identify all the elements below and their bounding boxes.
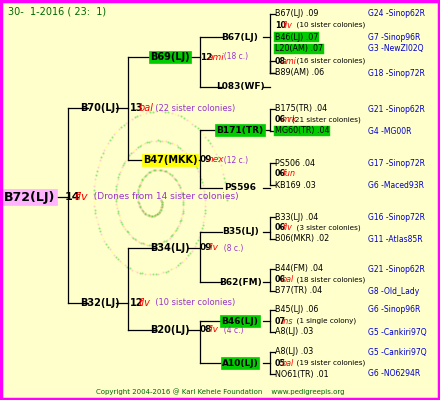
Text: B72(LJ): B72(LJ) bbox=[4, 190, 56, 204]
Text: G16 -Sinop72R: G16 -Sinop72R bbox=[368, 212, 425, 222]
Text: B70(LJ): B70(LJ) bbox=[80, 103, 120, 113]
Text: B46(LJ): B46(LJ) bbox=[222, 316, 258, 326]
Text: (4 c.): (4 c.) bbox=[219, 326, 243, 334]
Text: 06: 06 bbox=[275, 224, 286, 232]
Text: B32(LJ): B32(LJ) bbox=[80, 298, 120, 308]
Text: 14: 14 bbox=[65, 192, 81, 202]
Text: ins: ins bbox=[282, 316, 293, 326]
Text: PS596: PS596 bbox=[224, 184, 256, 192]
Text: PS506 .04: PS506 .04 bbox=[275, 158, 315, 168]
Text: (12 c.): (12 c.) bbox=[219, 156, 248, 164]
Text: G6 -NO6294R: G6 -NO6294R bbox=[368, 370, 420, 378]
Text: G5 -Cankiri97Q: G5 -Cankiri97Q bbox=[368, 348, 427, 356]
Text: 06: 06 bbox=[275, 116, 286, 124]
Text: mrk: mrk bbox=[282, 116, 297, 124]
Text: fun: fun bbox=[282, 170, 295, 178]
Text: flv: flv bbox=[208, 326, 219, 334]
Text: 12: 12 bbox=[130, 298, 143, 308]
Text: G21 -Sinop62R: G21 -Sinop62R bbox=[368, 104, 425, 114]
Text: G6 -Maced93R: G6 -Maced93R bbox=[368, 180, 424, 190]
Text: MG60(TR) .04: MG60(TR) .04 bbox=[275, 126, 330, 136]
Text: 09: 09 bbox=[200, 244, 213, 252]
Text: flv: flv bbox=[282, 20, 292, 30]
Text: 07: 07 bbox=[275, 316, 286, 326]
Text: (18 sister colonies): (18 sister colonies) bbox=[292, 277, 365, 283]
Text: L083(WF): L083(WF) bbox=[216, 82, 264, 92]
Text: (22 sister colonies): (22 sister colonies) bbox=[150, 104, 235, 112]
Text: NO61(TR) .01: NO61(TR) .01 bbox=[275, 370, 329, 378]
Text: bal: bal bbox=[282, 358, 294, 368]
Text: G4 -MG00R: G4 -MG00R bbox=[368, 126, 411, 136]
Text: B171(TR): B171(TR) bbox=[216, 126, 264, 134]
Text: B06(MKR) .02: B06(MKR) .02 bbox=[275, 234, 329, 244]
Text: (8 c.): (8 c.) bbox=[219, 244, 243, 252]
Text: B33(LJ) .04: B33(LJ) .04 bbox=[275, 212, 318, 222]
Text: (10 sister colonies): (10 sister colonies) bbox=[150, 298, 235, 308]
Text: A8(LJ) .03: A8(LJ) .03 bbox=[275, 348, 313, 356]
Text: ami: ami bbox=[208, 52, 224, 62]
Text: B34(LJ): B34(LJ) bbox=[150, 243, 190, 253]
Text: 12: 12 bbox=[200, 52, 213, 62]
Text: flv: flv bbox=[74, 192, 88, 202]
Text: G5 -Cankiri97Q: G5 -Cankiri97Q bbox=[368, 328, 427, 336]
Text: 08: 08 bbox=[275, 56, 286, 66]
Text: G6 -Sinop96R: G6 -Sinop96R bbox=[368, 306, 420, 314]
Text: 13: 13 bbox=[130, 103, 143, 113]
Text: G17 -Sinop72R: G17 -Sinop72R bbox=[368, 158, 425, 168]
Text: Copyright 2004-2016 @ Karl Kehele Foundation    www.pedigreepis.org: Copyright 2004-2016 @ Karl Kehele Founda… bbox=[96, 389, 344, 395]
Text: KB169 .03: KB169 .03 bbox=[275, 180, 316, 190]
Text: ami: ami bbox=[282, 56, 297, 66]
Text: 10: 10 bbox=[275, 20, 286, 30]
Text: B77(TR) .04: B77(TR) .04 bbox=[275, 286, 322, 296]
Text: B175(TR) .04: B175(TR) .04 bbox=[275, 104, 327, 114]
Text: (3 sister colonies): (3 sister colonies) bbox=[292, 225, 361, 231]
Text: G7 -Sinop96R: G7 -Sinop96R bbox=[368, 32, 420, 42]
Text: 06: 06 bbox=[275, 276, 286, 284]
Text: B46(LJ) .07: B46(LJ) .07 bbox=[275, 32, 319, 42]
Text: (21 sister colonies): (21 sister colonies) bbox=[292, 117, 361, 123]
Text: B47(MKK): B47(MKK) bbox=[143, 155, 197, 165]
Text: 05: 05 bbox=[275, 358, 286, 368]
Text: G21 -Sinop62R: G21 -Sinop62R bbox=[368, 264, 425, 274]
Text: B44(FM) .04: B44(FM) .04 bbox=[275, 264, 323, 274]
Text: nex: nex bbox=[208, 156, 224, 164]
Text: A8(LJ) .03: A8(LJ) .03 bbox=[275, 328, 313, 336]
Text: (Drones from 14 sister colonies): (Drones from 14 sister colonies) bbox=[88, 192, 238, 202]
Text: L20(AM) .07: L20(AM) .07 bbox=[275, 44, 323, 54]
Text: G3 -NewZl02Q: G3 -NewZl02Q bbox=[368, 44, 423, 54]
Text: (19 sister colonies): (19 sister colonies) bbox=[292, 360, 365, 366]
Text: G11 -Atlas85R: G11 -Atlas85R bbox=[368, 234, 423, 244]
Text: (18 c.): (18 c.) bbox=[219, 52, 248, 62]
Text: (1 single colony): (1 single colony) bbox=[292, 318, 356, 324]
Text: 09: 09 bbox=[200, 156, 213, 164]
Text: B67(LJ) .09: B67(LJ) .09 bbox=[275, 10, 319, 18]
Text: A10(LJ): A10(LJ) bbox=[222, 358, 258, 368]
Text: 08: 08 bbox=[200, 326, 213, 334]
Text: bal: bal bbox=[138, 103, 153, 113]
Text: B69(LJ): B69(LJ) bbox=[150, 52, 190, 62]
Text: B20(LJ): B20(LJ) bbox=[150, 325, 190, 335]
Text: bal: bal bbox=[282, 276, 294, 284]
Text: B67(LJ): B67(LJ) bbox=[222, 32, 258, 42]
Text: flv: flv bbox=[208, 244, 219, 252]
Text: (10 sister colonies): (10 sister colonies) bbox=[292, 22, 365, 28]
Text: 30-  1-2016 ( 23:  1): 30- 1-2016 ( 23: 1) bbox=[8, 7, 106, 17]
Text: 06: 06 bbox=[275, 170, 286, 178]
Text: B35(LJ): B35(LJ) bbox=[222, 228, 258, 236]
Text: flv: flv bbox=[282, 224, 292, 232]
Text: G18 -Sinop72R: G18 -Sinop72R bbox=[368, 68, 425, 78]
Text: (16 sister colonies): (16 sister colonies) bbox=[292, 58, 365, 64]
Text: B89(AM) .06: B89(AM) .06 bbox=[275, 68, 324, 78]
Text: B62(FM): B62(FM) bbox=[219, 278, 261, 286]
Text: G24 -Sinop62R: G24 -Sinop62R bbox=[368, 10, 425, 18]
Text: G8 -Old_Lady: G8 -Old_Lady bbox=[368, 286, 419, 296]
Text: B45(LJ) .06: B45(LJ) .06 bbox=[275, 306, 319, 314]
Text: flv: flv bbox=[138, 298, 150, 308]
